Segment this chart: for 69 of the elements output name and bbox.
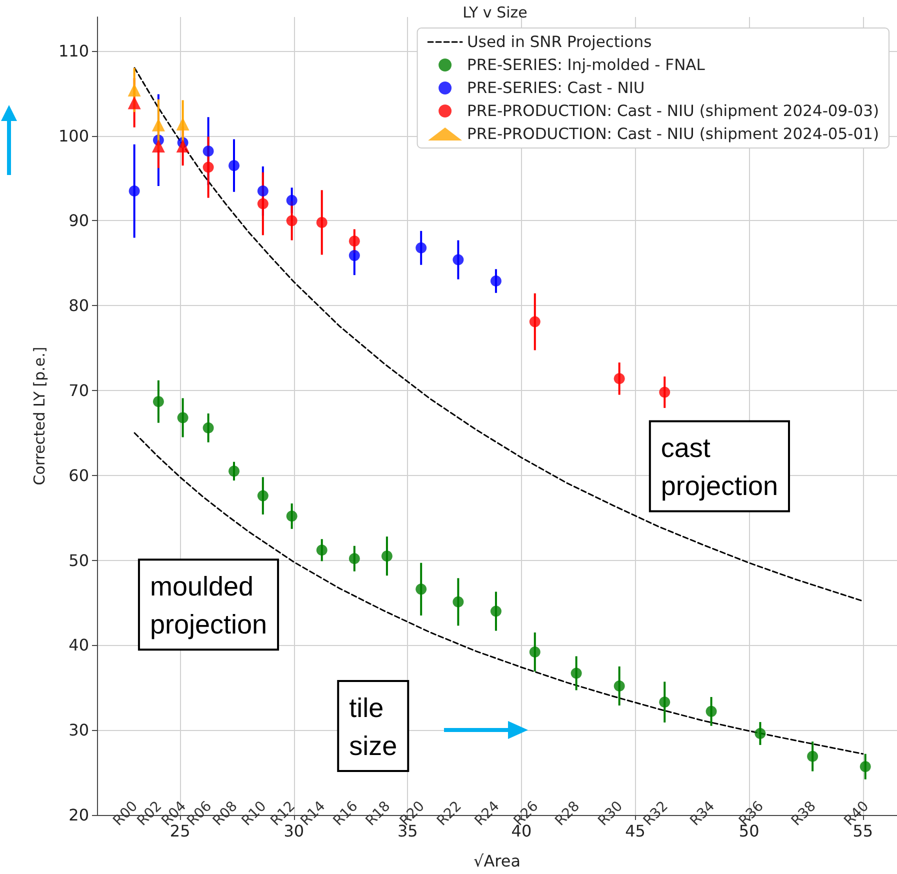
x-axis-title: √Area: [473, 852, 521, 870]
point: [416, 242, 427, 254]
chart-title: LY v Size: [462, 4, 528, 22]
x-tick-label: 45: [625, 822, 646, 840]
point: [348, 236, 360, 247]
point: [286, 215, 298, 226]
point: [614, 680, 625, 692]
point: [529, 316, 540, 328]
y-tick-label: 30: [68, 720, 89, 740]
legend-label: PRE-SERIES: Inj-molded - FNAL: [467, 56, 706, 74]
point: [416, 584, 427, 595]
y-tick-label: 110: [58, 41, 89, 60]
point: [286, 194, 298, 206]
point: [754, 728, 766, 739]
point: [570, 668, 582, 679]
annotation: moulded projection: [150, 572, 268, 640]
point: [490, 606, 502, 617]
point: [202, 146, 214, 157]
point: [316, 544, 328, 556]
point: [257, 186, 268, 197]
point: [381, 550, 392, 562]
x-tick-label: 55: [852, 822, 874, 840]
point: [614, 373, 625, 384]
point: [316, 216, 328, 228]
point: [529, 646, 540, 658]
line-series: [134, 432, 864, 755]
y-axis-title: Corrected LY [p.e.]: [30, 346, 48, 486]
point: [807, 750, 818, 762]
point: [348, 553, 360, 564]
annotation: tile size: [349, 693, 398, 762]
x-tick-label: 30: [284, 822, 304, 840]
point: [128, 84, 141, 97]
point: [452, 254, 464, 266]
y-tick-label: 70: [68, 381, 89, 400]
legend-label: Used in SNR Projections: [467, 33, 652, 51]
point: [128, 186, 140, 197]
point: [176, 117, 190, 130]
y-tick-label: 50: [68, 550, 89, 570]
y-tick-label: 90: [68, 211, 89, 230]
point: [152, 118, 165, 132]
point: [176, 140, 190, 153]
point: [860, 761, 871, 772]
point: [177, 412, 188, 424]
point: [490, 276, 502, 287]
point: [202, 422, 214, 434]
annotation: cast projection: [660, 433, 778, 502]
x-tick-label: 25: [170, 822, 190, 840]
legend-label: PRE-PRODUCTION: Cast - NIU (shipment 2024-05-01): [467, 125, 880, 143]
point: [257, 490, 268, 502]
point: [286, 510, 298, 522]
y-tick-label: 60: [68, 466, 89, 485]
y-tick-label: 40: [68, 636, 89, 655]
point: [202, 162, 214, 173]
point: [257, 198, 268, 210]
point: [152, 396, 164, 408]
point: [348, 250, 360, 262]
point: [152, 140, 165, 153]
y-tick-label: 80: [68, 296, 89, 316]
point: [228, 160, 240, 172]
legend-label: PRE-SERIES: Cast - NIU: [467, 79, 645, 97]
point: [659, 696, 670, 708]
legend-label: PRE-PRODUCTION: Cast - NIU (shipment 2024-09-03): [467, 102, 880, 120]
point: [128, 96, 141, 110]
point: [659, 386, 670, 398]
point: [706, 706, 717, 717]
y-tick-label: 100: [58, 126, 89, 146]
point: [228, 466, 240, 477]
y-tick-label: 20: [68, 806, 89, 824]
point: [452, 596, 464, 608]
